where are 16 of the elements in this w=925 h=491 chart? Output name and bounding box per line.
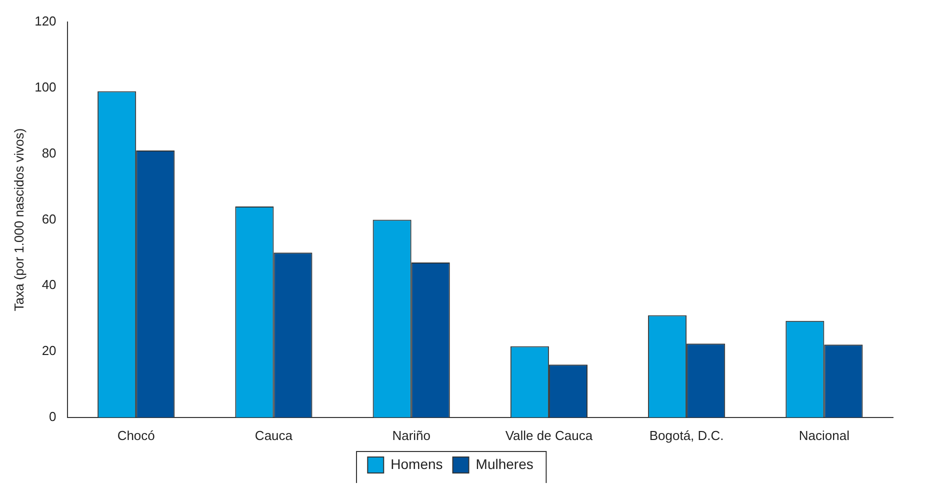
legend-label: Mulheres bbox=[476, 456, 534, 472]
y-tick-label: 80 bbox=[42, 145, 56, 160]
legend-label: Homens bbox=[390, 456, 443, 472]
x-tick-label: Chocó bbox=[117, 428, 155, 443]
y-tick-label: 60 bbox=[42, 211, 56, 226]
x-tick-label: Nariño bbox=[392, 428, 430, 443]
y-tick-label: 20 bbox=[42, 343, 56, 358]
y-tick-label: 100 bbox=[34, 79, 56, 94]
y-tick-label: 0 bbox=[49, 408, 56, 424]
y-tick-label: 120 bbox=[34, 14, 56, 29]
y-axis-title: Taxa (por 1.000 nascidos vivos) bbox=[11, 128, 26, 312]
y-tick-label: 40 bbox=[42, 277, 56, 292]
x-tick-label: Valle de Cauca bbox=[505, 428, 594, 443]
x-tick-label: Bogotá, D.C. bbox=[649, 428, 724, 443]
x-tick-label: Nacional bbox=[798, 428, 850, 443]
x-tick-label: Cauca bbox=[254, 428, 294, 443]
